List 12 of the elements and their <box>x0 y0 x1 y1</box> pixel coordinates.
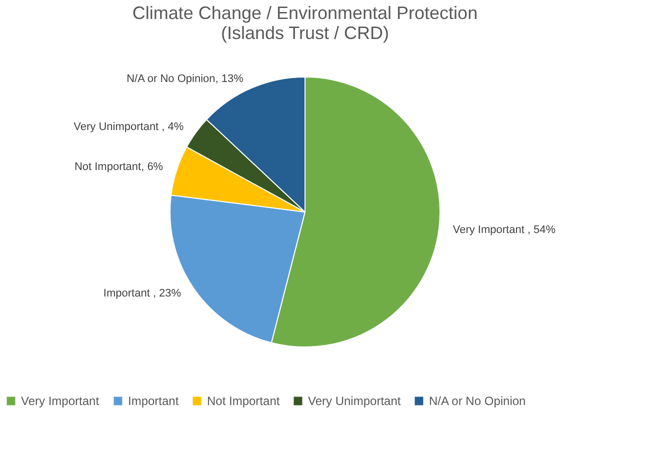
text: (Islands Trust / CRD) <box>220 23 390 43</box>
legend-label: Very Important <box>21 394 100 408</box>
legend-label: Not Important <box>207 394 280 408</box>
data-label: Not Important, 6% <box>74 161 164 174</box>
text: Climate Change / Environmental Protection <box>132 3 478 23</box>
data-label: Very Unimportant , 4% <box>74 120 184 133</box>
data-label: N/A or No Opinion, 13% <box>126 72 244 85</box>
data-label: Very Important , 54% <box>452 224 556 236</box>
data-label: Important , 23% <box>103 288 182 300</box>
legend-label: N/A or No Opinion <box>429 394 526 408</box>
legend-label: Very Unimportant <box>308 394 402 408</box>
legend-label: Important <box>128 394 180 408</box>
